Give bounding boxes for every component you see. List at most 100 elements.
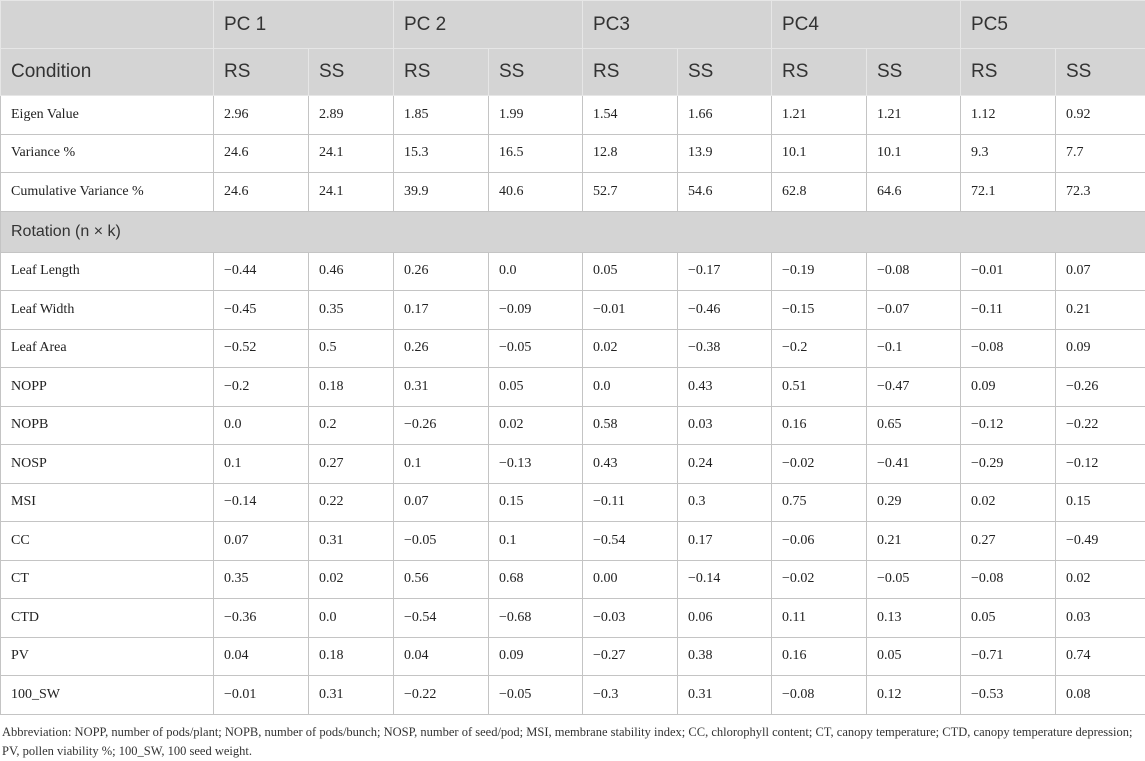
sub-header: RS xyxy=(583,49,678,96)
value-cell: −0.44 xyxy=(214,252,309,291)
row-label: CTD xyxy=(1,599,214,638)
value-cell: 0.02 xyxy=(1056,560,1145,599)
value-cell: 0.35 xyxy=(214,560,309,599)
value-cell: −0.05 xyxy=(867,560,961,599)
value-cell: 1.21 xyxy=(772,96,867,135)
value-cell: −0.29 xyxy=(961,445,1056,484)
value-cell: 0.12 xyxy=(867,676,961,715)
value-cell: −0.06 xyxy=(772,522,867,561)
sub-header: RS xyxy=(214,49,309,96)
value-cell: −0.08 xyxy=(961,560,1056,599)
value-cell: −0.01 xyxy=(214,676,309,715)
value-cell: 62.8 xyxy=(772,173,867,212)
value-cell: 0.09 xyxy=(489,637,583,676)
value-cell: 0.75 xyxy=(772,483,867,522)
row-label: NOSP xyxy=(1,445,214,484)
value-cell: 54.6 xyxy=(678,173,772,212)
value-cell: 0.1 xyxy=(394,445,489,484)
row-label: 100_SW xyxy=(1,676,214,715)
value-cell: 0.92 xyxy=(1056,96,1145,135)
value-cell: 0.03 xyxy=(1056,599,1145,638)
value-cell: −0.02 xyxy=(772,445,867,484)
condition-header: Condition xyxy=(1,49,214,96)
value-cell: 0.0 xyxy=(489,252,583,291)
value-cell: 0.68 xyxy=(489,560,583,599)
sub-header: SS xyxy=(309,49,394,96)
value-cell: 0.05 xyxy=(961,599,1056,638)
value-cell: 0.1 xyxy=(489,522,583,561)
value-cell: 0.17 xyxy=(678,522,772,561)
value-cell: −0.12 xyxy=(961,406,1056,445)
value-cell: 2.96 xyxy=(214,96,309,135)
value-cell: 24.6 xyxy=(214,173,309,212)
value-cell: 64.6 xyxy=(867,173,961,212)
value-cell: −0.2 xyxy=(214,368,309,407)
value-cell: −0.45 xyxy=(214,291,309,330)
sub-header: SS xyxy=(867,49,961,96)
value-cell: 0.51 xyxy=(772,368,867,407)
value-cell: 24.6 xyxy=(214,134,309,173)
value-cell: 0.15 xyxy=(1056,483,1145,522)
value-cell: −0.14 xyxy=(214,483,309,522)
value-cell: −0.05 xyxy=(489,676,583,715)
value-cell: 0.43 xyxy=(583,445,678,484)
row-label: Leaf Width xyxy=(1,291,214,330)
value-cell: 0.09 xyxy=(1056,329,1145,368)
value-cell: 0.17 xyxy=(394,291,489,330)
value-cell: 0.58 xyxy=(583,406,678,445)
pc-header: PC 2 xyxy=(394,1,583,49)
sub-header: SS xyxy=(678,49,772,96)
section-label: Rotation (n × k) xyxy=(1,211,1145,252)
value-cell: 0.05 xyxy=(489,368,583,407)
value-cell: 0.02 xyxy=(309,560,394,599)
value-cell: 0.07 xyxy=(1056,252,1145,291)
row-label: NOPP xyxy=(1,368,214,407)
value-cell: 10.1 xyxy=(867,134,961,173)
value-cell: −0.68 xyxy=(489,599,583,638)
value-cell: −0.11 xyxy=(961,291,1056,330)
value-cell: 0.07 xyxy=(394,483,489,522)
value-cell: 0.26 xyxy=(394,252,489,291)
value-cell: 0.07 xyxy=(214,522,309,561)
value-cell: −0.22 xyxy=(1056,406,1145,445)
value-cell: 72.1 xyxy=(961,173,1056,212)
value-cell: −0.09 xyxy=(489,291,583,330)
value-cell: −0.49 xyxy=(1056,522,1145,561)
value-cell: −0.46 xyxy=(678,291,772,330)
row-label: PV xyxy=(1,637,214,676)
value-cell: 0.31 xyxy=(678,676,772,715)
value-cell: 39.9 xyxy=(394,173,489,212)
value-cell: −0.1 xyxy=(867,329,961,368)
value-cell: −0.22 xyxy=(394,676,489,715)
value-cell: 0.08 xyxy=(1056,676,1145,715)
value-cell: 0.46 xyxy=(309,252,394,291)
value-cell: 1.85 xyxy=(394,96,489,135)
value-cell: 0.00 xyxy=(583,560,678,599)
value-cell: 0.05 xyxy=(867,637,961,676)
value-cell: 52.7 xyxy=(583,173,678,212)
value-cell: 0.16 xyxy=(772,406,867,445)
value-cell: 1.66 xyxy=(678,96,772,135)
value-cell: 0.21 xyxy=(1056,291,1145,330)
value-cell: 15.3 xyxy=(394,134,489,173)
value-cell: −0.53 xyxy=(961,676,1056,715)
value-cell: 2.89 xyxy=(309,96,394,135)
value-cell: 0.5 xyxy=(309,329,394,368)
value-cell: 0.02 xyxy=(583,329,678,368)
value-cell: −0.71 xyxy=(961,637,1056,676)
value-cell: 9.3 xyxy=(961,134,1056,173)
value-cell: 0.09 xyxy=(961,368,1056,407)
value-cell: −0.36 xyxy=(214,599,309,638)
value-cell: 12.8 xyxy=(583,134,678,173)
value-cell: −0.05 xyxy=(489,329,583,368)
value-cell: −0.14 xyxy=(678,560,772,599)
